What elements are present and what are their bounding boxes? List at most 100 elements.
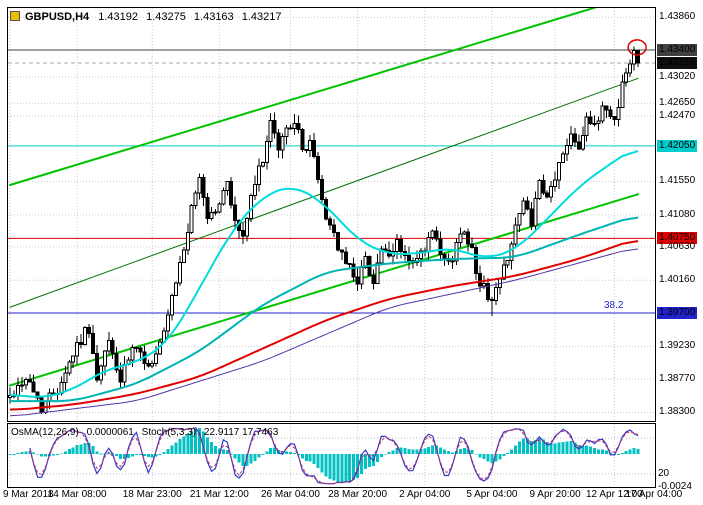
osma-bar	[561, 442, 565, 454]
candle-body	[193, 192, 198, 206]
candle-body	[106, 340, 111, 352]
candle-body	[572, 133, 577, 143]
candle-body	[173, 282, 178, 296]
candle-body	[541, 180, 546, 194]
osma-bar	[324, 454, 328, 477]
candle-body	[628, 63, 633, 74]
osma-bar	[462, 448, 466, 454]
osma-bar	[383, 453, 387, 455]
candle-body	[102, 350, 107, 367]
candle-body	[189, 204, 194, 234]
osma-bar	[415, 449, 419, 454]
osma-bar	[427, 446, 431, 454]
osma-bar	[63, 451, 67, 454]
osma-bar	[233, 454, 237, 459]
price-tick-label: 1.38300	[659, 406, 696, 418]
osma-bar	[237, 454, 241, 463]
candle-body	[576, 141, 581, 150]
candle-body	[177, 261, 182, 284]
quote-open: 1.43192	[98, 11, 139, 23]
osma-bar	[506, 453, 510, 455]
price-axis[interactable]: 1.43860 1.43400 1.43217 1.43020 1.42650 1.424…	[656, 0, 703, 505]
osma-bar	[533, 440, 537, 454]
candle-body	[580, 135, 585, 150]
time-tick-label: 21 Mar 12:00	[189, 489, 249, 500]
candle-body	[248, 194, 253, 219]
candle-body	[632, 49, 637, 65]
candle-body	[501, 264, 506, 280]
osma-bar	[636, 448, 640, 454]
candle-body	[505, 259, 510, 266]
candle-body	[553, 179, 558, 188]
candle-body	[35, 391, 40, 399]
osma-bar	[75, 445, 79, 454]
candle-body	[608, 109, 613, 118]
osma-bar	[229, 453, 233, 455]
candle-body	[300, 128, 305, 151]
osma-bar	[312, 454, 316, 465]
price-tick-label: 1.43020	[659, 70, 696, 82]
price-level-label: 1.43217	[657, 56, 698, 69]
price-tick-label: 1.41550	[659, 175, 696, 187]
candle-body	[15, 384, 20, 397]
osma-bar	[225, 449, 229, 454]
candle-body	[138, 347, 143, 353]
candle-body	[90, 332, 95, 354]
osma-bar	[601, 449, 604, 454]
osma-bar	[320, 454, 324, 473]
osma-bar	[411, 449, 415, 454]
candle-body	[612, 116, 617, 121]
oscillator-frame	[7, 423, 656, 488]
osma-bar	[261, 454, 265, 455]
stoch-label: Stoch(5,3,3)	[141, 427, 197, 438]
candle-body	[316, 156, 321, 180]
candle-body	[331, 224, 336, 234]
time-tick-label: 14 Mar 08:00	[47, 489, 107, 500]
osma-bar	[565, 441, 569, 454]
osma-bar	[379, 454, 383, 458]
candle-body	[434, 230, 439, 240]
osma-bar	[158, 454, 162, 455]
osma-bar	[107, 452, 111, 454]
stoch-value: 22.9117 17.7463	[203, 427, 279, 438]
osma-bar	[123, 454, 127, 459]
candle-body	[288, 127, 293, 130]
candle-body	[462, 231, 467, 235]
time-axis[interactable]: 9 Mar 2018 14 Mar 08:00 18 Mar 23:00 21 Mar…	[0, 489, 703, 505]
osma-bar	[620, 452, 624, 454]
osma-bar	[269, 447, 273, 454]
osma-bar	[281, 451, 285, 454]
osma-bar	[391, 450, 395, 454]
candle-body	[359, 267, 364, 285]
fib-382-label: 38.2	[604, 299, 624, 311]
osma-value: 0.0000061	[86, 427, 134, 438]
ma-thin	[9, 248, 639, 417]
osma-bar	[375, 454, 379, 462]
osma-bar	[55, 454, 59, 455]
candle-body	[154, 353, 159, 365]
osma-bar	[304, 454, 308, 461]
osma-bar	[529, 440, 533, 454]
osma-bar	[490, 454, 494, 463]
candle-body	[418, 250, 423, 260]
candle-body	[521, 200, 526, 215]
osma-bar	[573, 442, 577, 454]
candle-body	[383, 248, 388, 251]
candle-body	[256, 165, 261, 185]
osma-bar	[16, 452, 20, 454]
price-tick-label: 1.43860	[659, 11, 696, 23]
candle-body	[533, 198, 538, 227]
osma-bar	[115, 454, 119, 457]
candle-body	[31, 381, 36, 393]
candle-body	[347, 263, 352, 266]
candle-body	[327, 218, 332, 226]
price-level-label: 1.39700	[657, 306, 698, 319]
osma-bar	[510, 449, 514, 454]
level-lines	[8, 49, 655, 314]
candle-body	[636, 49, 641, 64]
osma-bar	[166, 449, 170, 454]
candle-body	[355, 276, 360, 285]
osma-bar	[12, 454, 16, 455]
osma-bar	[332, 454, 336, 481]
